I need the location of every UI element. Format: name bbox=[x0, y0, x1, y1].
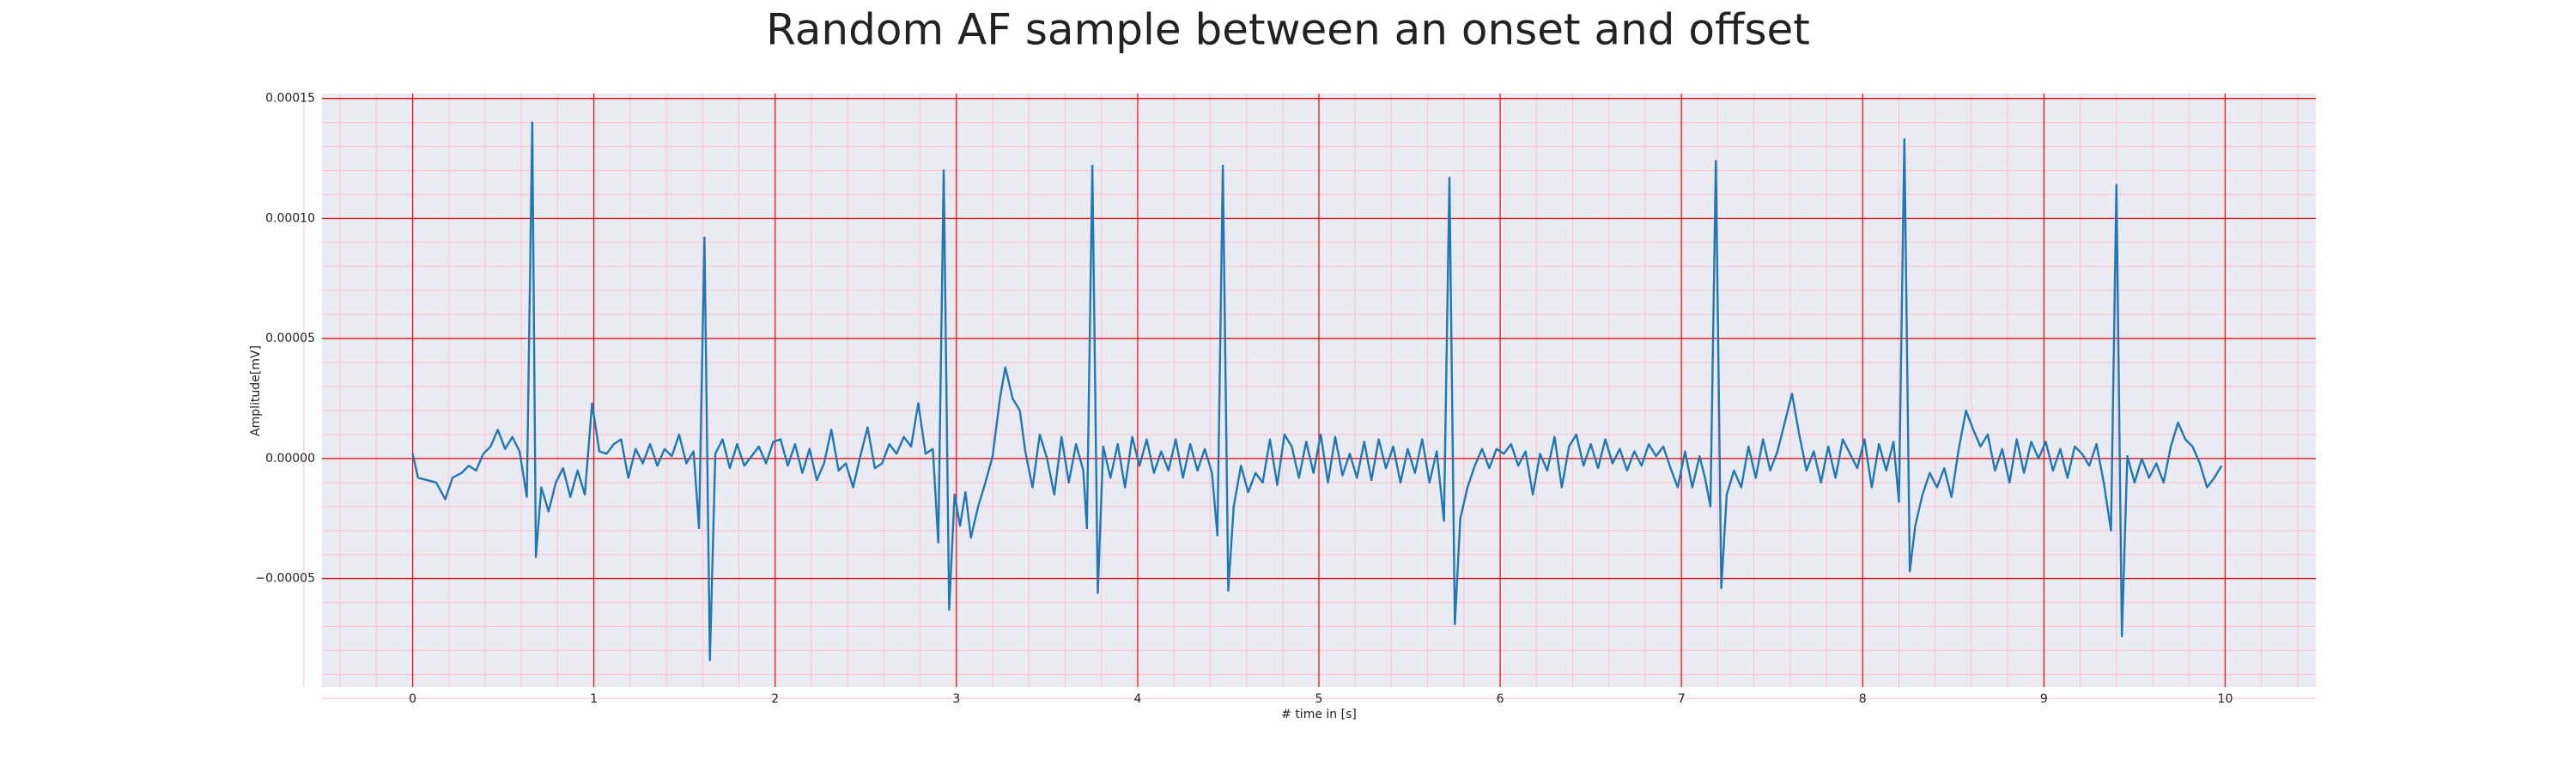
y-tick-label: 0.00000 bbox=[265, 452, 315, 466]
y-tick-label: 0.00015 bbox=[265, 92, 315, 106]
y-tick-label: 0.00005 bbox=[265, 332, 315, 345]
x-tick-label: 7 bbox=[1678, 692, 1686, 706]
x-tick-label: 5 bbox=[1315, 692, 1323, 706]
x-tick-label: 6 bbox=[1497, 692, 1504, 706]
signal-line bbox=[411, 121, 2223, 661]
x-tick-label: 0 bbox=[409, 692, 416, 706]
grid bbox=[303, 94, 2316, 699]
chart-title: Random AF sample between an onset and of… bbox=[766, 5, 1810, 55]
y-axis-label: Amplitude[mV] bbox=[249, 345, 263, 436]
x-axis-label: # time in [s] bbox=[1281, 708, 1357, 721]
x-tick-label: 2 bbox=[771, 692, 779, 706]
x-tick-label: 8 bbox=[1859, 692, 1867, 706]
x-tick-label: 4 bbox=[1133, 692, 1141, 706]
y-tick-label: 0.00010 bbox=[265, 211, 315, 225]
x-tick-label: 1 bbox=[590, 692, 598, 706]
x-tick-label: 3 bbox=[952, 692, 960, 706]
series bbox=[411, 121, 2223, 661]
y-tick-label: −0.00005 bbox=[255, 572, 315, 586]
x-tick-label: 10 bbox=[2218, 692, 2233, 706]
x-tick-label: 9 bbox=[2040, 692, 2048, 706]
